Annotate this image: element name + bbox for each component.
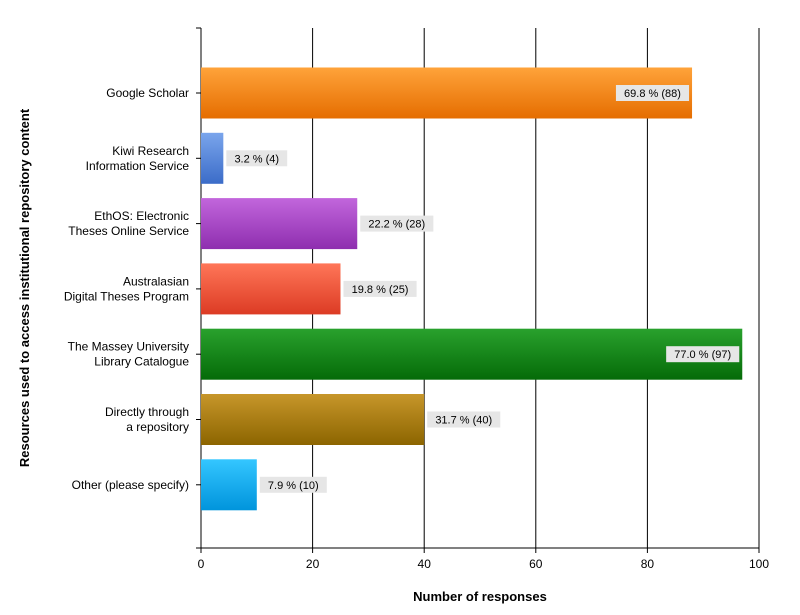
data-label: 77.0 % (97) [674,349,731,361]
category-label: Other (please specify) [72,478,189,492]
bar [201,394,425,445]
x-tick-label: 40 [418,557,432,571]
bar [201,67,693,119]
bar [201,263,341,315]
x-tick-label: 0 [198,557,205,571]
data-label: 7.9 % (10) [268,480,319,492]
x-tick-label: 20 [306,557,320,571]
x-tick-label: 80 [641,557,655,571]
category-label: EthOS: Electronic Theses Online Service [68,209,189,238]
data-label: 22.2 % (28) [368,219,425,231]
data-label: 3.2 % (4) [234,153,279,165]
category-label: The Massey University Library Catalogue [68,340,190,369]
data-label: 19.8 % (25) [352,284,409,296]
data-label-box [615,85,690,101]
data-label-box [360,215,434,232]
x-tick-label: 100 [749,557,769,571]
data-label-box [666,346,740,363]
data-label-box [427,411,501,428]
data-label: 69.8 % (88) [624,88,681,100]
data-label: 31.7 % (40) [435,415,492,427]
data-label-box [343,280,417,297]
bar [201,132,224,184]
category-label: Australasian Digital Theses Program [64,274,189,303]
category-label: Google Scholar [106,86,189,100]
bar [201,198,358,250]
data-label-box [259,476,327,493]
bar [201,328,743,380]
bar [201,459,257,511]
x-tick-label: 60 [529,557,543,571]
data-label-box [226,150,288,167]
y-axis-title: Resources used to access institutional r… [17,108,32,467]
category-label: Directly through a repository [105,405,189,434]
x-axis-title: Number of responses [413,589,547,604]
category-label: Kiwi Research Information Service [86,144,190,173]
